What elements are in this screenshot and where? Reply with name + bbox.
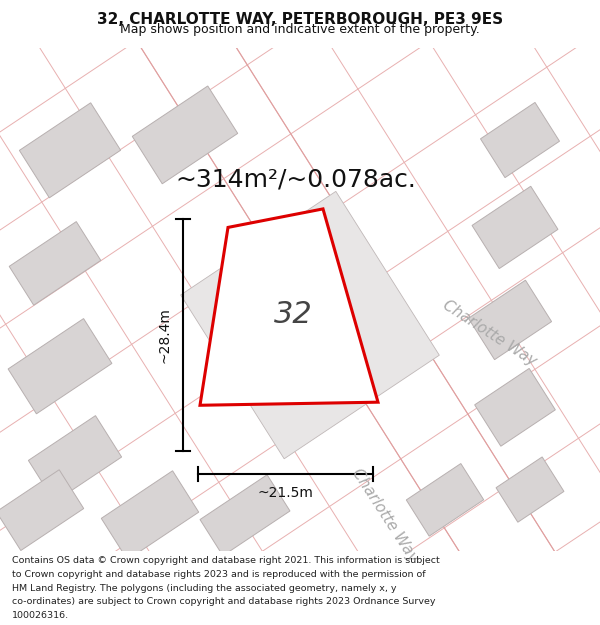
Polygon shape	[19, 102, 121, 198]
Text: Charlotte Way: Charlotte Way	[349, 466, 421, 565]
Polygon shape	[481, 102, 560, 178]
Polygon shape	[132, 86, 238, 184]
Text: Map shows position and indicative extent of the property.: Map shows position and indicative extent…	[120, 22, 480, 36]
Text: ~28.4m: ~28.4m	[157, 307, 171, 362]
Text: to Crown copyright and database rights 2023 and is reproduced with the permissio: to Crown copyright and database rights 2…	[12, 570, 425, 579]
Polygon shape	[469, 280, 551, 359]
Polygon shape	[101, 471, 199, 560]
Text: HM Land Registry. The polygons (including the associated geometry, namely x, y: HM Land Registry. The polygons (includin…	[12, 584, 397, 592]
Text: 100026316.: 100026316.	[12, 611, 69, 620]
Polygon shape	[472, 186, 558, 269]
Polygon shape	[28, 416, 122, 502]
Polygon shape	[0, 470, 84, 551]
Polygon shape	[200, 209, 378, 405]
Polygon shape	[406, 464, 484, 536]
Text: ~314m²/~0.078ac.: ~314m²/~0.078ac.	[175, 167, 416, 191]
Polygon shape	[181, 191, 439, 459]
Text: 32, CHARLOTTE WAY, PETERBOROUGH, PE3 9ES: 32, CHARLOTTE WAY, PETERBOROUGH, PE3 9ES	[97, 12, 503, 27]
Text: 32: 32	[274, 300, 313, 329]
Polygon shape	[496, 457, 564, 522]
Polygon shape	[200, 475, 290, 556]
Text: Contains OS data © Crown copyright and database right 2021. This information is : Contains OS data © Crown copyright and d…	[12, 556, 440, 566]
Text: co-ordinates) are subject to Crown copyright and database rights 2023 Ordnance S: co-ordinates) are subject to Crown copyr…	[12, 598, 436, 606]
Text: ~21.5m: ~21.5m	[257, 486, 313, 501]
Polygon shape	[9, 222, 101, 305]
Polygon shape	[8, 319, 112, 414]
Text: Charlotte Way: Charlotte Way	[440, 298, 539, 369]
Polygon shape	[475, 368, 556, 446]
